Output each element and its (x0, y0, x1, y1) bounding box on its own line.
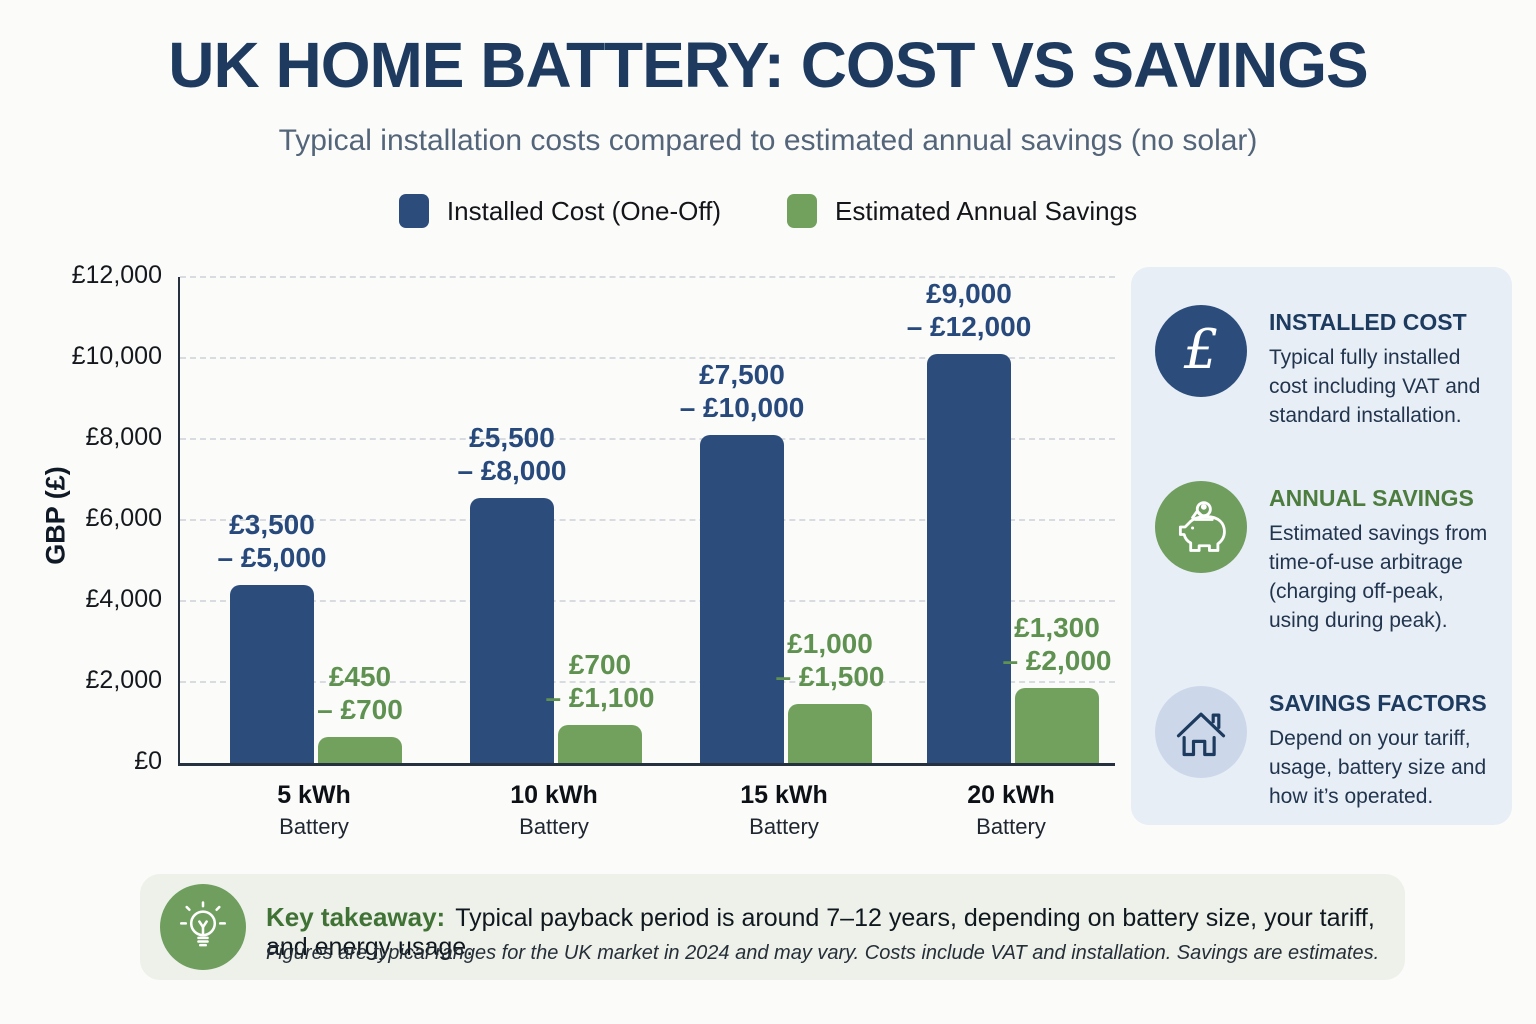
y-tick-label: £6,000 (85, 504, 162, 532)
gridline (180, 519, 1115, 521)
bar-group: £7,500– £10,000 £1,000– £1,500 (680, 277, 885, 763)
y-tick-label: £0 (134, 747, 162, 775)
savings-range-label: £1,000– £1,500 (775, 627, 885, 693)
info-item-savings-factors: SAVINGS FACTORS Depend on your tariff, u… (1155, 685, 1512, 812)
savings-bar (558, 725, 642, 763)
key-takeaway-body: Typical payback period is around 7–12 ye… (266, 904, 1375, 961)
gridline (180, 357, 1115, 359)
lightbulb-icon (160, 884, 246, 970)
x-axis-label: 15 kWh Battery (740, 781, 828, 839)
x-axis-label: 5 kWh Battery (277, 781, 351, 839)
cost-range-label: £7,500– £10,000 (679, 358, 805, 424)
info-body: Depend on your tariff, usage, battery si… (1269, 726, 1487, 808)
y-tick-label: £10,000 (71, 342, 162, 370)
savings-range-label: £1,300– £2,000 (1002, 611, 1112, 677)
y-tick-label: £8,000 (85, 423, 162, 451)
page-subtitle: Typical installation costs compared to e… (278, 124, 1258, 157)
bar-group: £3,500– £5,000 £450– £700 (218, 277, 403, 763)
cost-bar (700, 435, 784, 763)
page-title: UK HOME BATTERY: COST VS SAVINGS (168, 29, 1368, 101)
legend-label: Installed Cost (One-Off) (446, 195, 721, 226)
x-axis-label: 20 kWh Battery (967, 781, 1055, 839)
info-item-installed-cost: £ INSTALLED COST Typical fully installed… (1155, 305, 1512, 431)
info-item-annual-savings: ANNUAL SAVINGS Estimated savings from ti… (1155, 480, 1512, 636)
bar-group: £5,500– £8,000 £700– £1,100 (458, 277, 655, 763)
key-takeaway-label: Key takeaway: (266, 902, 446, 932)
x-axis-label: 10 kWh Battery (510, 781, 598, 839)
legend-item-annual-savings: Estimated Annual Savings (787, 194, 1137, 228)
y-tick-label: £2,000 (85, 666, 162, 694)
gridline (180, 276, 1115, 278)
savings-range-label: £450– £700 (317, 660, 403, 726)
annual-savings-swatch-icon (787, 194, 817, 228)
savings-bar (1015, 688, 1099, 763)
info-text: ANNUAL SAVINGS Estimated savings from ti… (1269, 481, 1497, 636)
cost-range-label: £3,500– £5,000 (217, 508, 327, 574)
bar-group: £9,000– £12,000 £1,300– £2,000 (907, 277, 1112, 763)
info-text: INSTALLED COST Typical fully installed c… (1269, 305, 1497, 431)
legend-item-installed-cost: Installed Cost (One-Off) (398, 194, 721, 228)
cost-bar (927, 354, 1011, 763)
gridline (180, 681, 1115, 683)
installed-cost-swatch-icon (398, 194, 429, 228)
key-takeaway-text: Key takeaway: Typical payback period is a… (266, 902, 1386, 962)
gridline (180, 600, 1115, 602)
info-body: Typical fully installed cost including V… (1269, 346, 1481, 427)
savings-bar (788, 704, 872, 763)
sidebar: £ INSTALLED COST Typical fully installed… (1131, 267, 1512, 825)
legend-label: Estimated Annual Savings (835, 195, 1138, 226)
y-tick-label: £4,000 (85, 585, 162, 613)
cost-range-label: £9,000– £12,000 (906, 277, 1032, 343)
pound-icon: £ (1155, 305, 1247, 397)
y-tick-label: £12,000 (71, 261, 162, 289)
gridline (180, 438, 1115, 440)
info-heading: ANNUAL SAVINGS (1269, 484, 1474, 511)
footnote: Figures are typical ranges for the UK ma… (266, 942, 1380, 964)
cost-bar (230, 585, 314, 763)
info-body: Estimated savings from time-of-use arbit… (1269, 521, 1488, 632)
info-heading: SAVINGS FACTORS (1269, 689, 1487, 716)
savings-range-label: £700– £1,100 (545, 648, 655, 714)
key-takeaway-banner: Key takeaway: Typical payback period is a… (140, 874, 1405, 980)
savings-bar (318, 737, 402, 763)
cost-range-label: £5,500– £8,000 (457, 421, 567, 487)
house-icon (1155, 685, 1247, 778)
plot-area: £3,500– £5,000 £450– £700 £5,500– £8,000 £7… (178, 276, 1115, 766)
pound-symbol: £ (1183, 317, 1219, 381)
info-text: SAVINGS FACTORS Depend on your tariff, u… (1269, 686, 1497, 812)
legend: Installed Cost (One-Off) Estimated Annua… (0, 194, 1536, 228)
piggy-bank-icon (1155, 480, 1247, 573)
cost-bar (470, 498, 554, 763)
info-heading: INSTALLED COST (1269, 309, 1467, 335)
